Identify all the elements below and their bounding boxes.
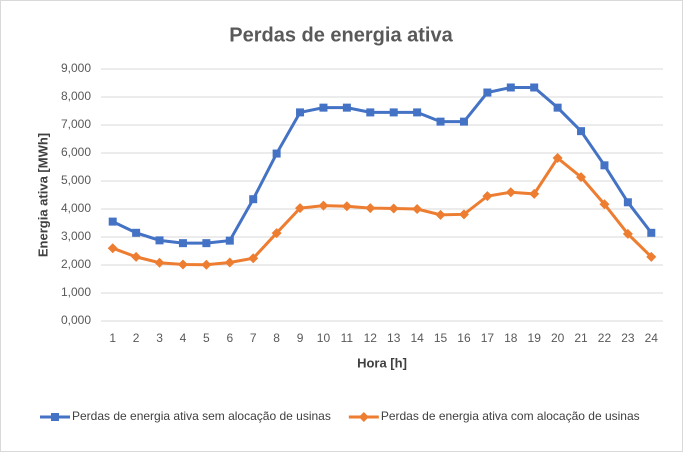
marker [413,108,422,117]
marker [458,209,469,220]
x-tick-label: 8 [273,331,280,345]
marker [341,201,352,212]
marker [178,239,187,248]
marker [505,187,516,198]
marker [623,198,632,207]
x-tick-label: 18 [504,331,518,345]
marker [530,83,539,92]
marker [249,195,258,204]
x-tick-label: 12 [364,331,378,345]
y-tick-label: 5,000 [61,173,91,187]
x-tick-label: 7 [250,331,257,345]
x-tick-label: 9 [297,331,304,345]
marker [107,243,118,254]
x-tick-label: 10 [317,331,331,345]
marker [272,149,281,158]
x-tick-label: 3 [156,331,163,345]
x-tick-label: 14 [410,331,424,345]
x-tick-label: 15 [434,331,448,345]
marker [225,236,234,245]
x-tick-label: 21 [574,331,588,345]
marker [295,203,306,214]
x-tick-label: 20 [551,331,565,345]
marker [51,413,59,421]
marker [154,257,165,268]
x-tick-label: 1 [109,331,116,345]
marker [365,203,376,214]
marker [177,259,188,270]
marker [553,103,562,112]
y-tick-label: 2,000 [61,257,91,271]
marker [202,239,211,248]
x-tick-label: 11 [341,331,354,345]
marker [412,204,423,214]
marker [319,103,328,112]
marker [482,191,493,202]
x-tick-label: 4 [180,331,187,345]
x-tick-label: 6 [226,331,233,345]
chart-title: Perdas de energia ativa [229,24,453,46]
x-tick-label: 5 [203,331,210,345]
marker [647,228,656,237]
marker [388,203,399,214]
x-tick-label: 17 [481,331,495,345]
x-axis-title: Hora [h] [357,355,407,370]
y-tick-label: 6,000 [61,145,91,159]
legend-label: Perdas de energia ativa com alocação de … [381,409,640,423]
legend-label: Perdas de energia ativa sem alocação de … [72,409,331,423]
x-tick-label: 19 [528,331,542,345]
y-tick-label: 3,000 [61,229,91,243]
marker [318,200,329,211]
marker [296,108,305,117]
marker [131,251,142,262]
marker [389,108,398,117]
x-tick-label: 22 [598,331,612,345]
x-tick-label: 16 [457,331,471,345]
x-tick-label: 24 [645,331,659,345]
marker [646,251,657,262]
marker [248,253,259,264]
y-tick-label: 9,000 [61,61,91,75]
y-tick-label: 7,000 [61,117,91,131]
marker [600,161,609,170]
marker [483,88,492,97]
y-tick-label: 1,000 [61,285,91,299]
marker [529,188,540,199]
marker [599,199,610,210]
marker [224,257,235,268]
x-tick-label: 13 [387,331,401,345]
marker [436,117,445,126]
y-axis-title: Energia ativa [MWh] [35,133,50,257]
marker [342,103,351,112]
marker [552,153,563,164]
marker [155,236,164,245]
marker [271,228,282,239]
marker [108,217,117,226]
marker [132,228,141,237]
marker [459,117,468,126]
y-tick-label: 4,000 [61,201,91,215]
y-tick-label: 8,000 [61,89,91,103]
marker [622,228,633,239]
y-tick-label: 0,000 [61,313,91,327]
marker [576,172,587,183]
marker [506,83,515,92]
marker [358,412,369,422]
x-tick-label: 2 [133,331,140,345]
marker [201,259,212,270]
x-tick-label: 23 [621,331,635,345]
marker [435,209,446,220]
marker [577,127,586,136]
marker [366,108,375,117]
